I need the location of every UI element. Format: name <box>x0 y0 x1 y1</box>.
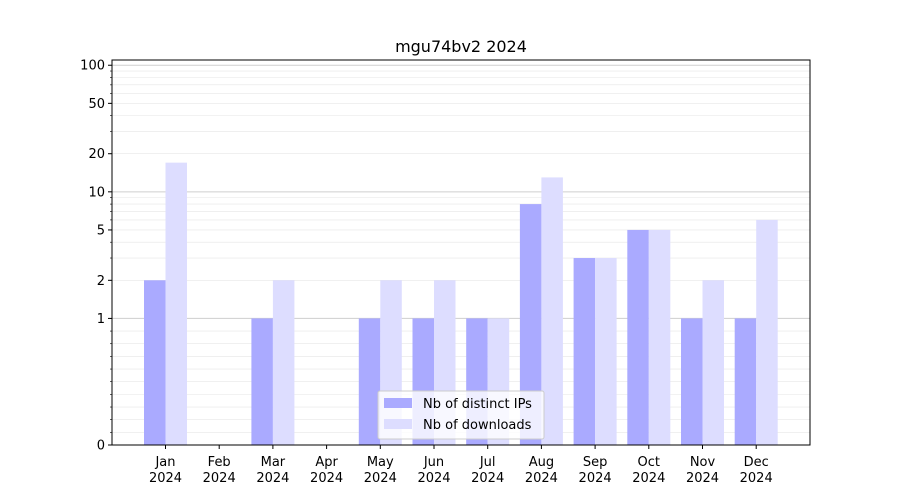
y-tick-label: 20 <box>88 147 105 162</box>
x-axis: Jan2024Feb2024Mar2024Apr2024May2024Jun20… <box>149 445 773 486</box>
bar-distinct-ips <box>251 318 273 445</box>
x-tick-label-month: Apr <box>315 455 338 470</box>
legend-label-ips: Nb of distinct IPs <box>423 397 532 412</box>
x-tick-label-month: Dec <box>744 455 769 470</box>
y-axis: 0 1 2 5 10 20 50 100 <box>80 59 112 454</box>
x-tick-label-year: 2024 <box>149 471 182 486</box>
plot-frame <box>111 59 811 446</box>
bar-distinct-ips <box>681 318 703 445</box>
y-tick-label: 10 <box>88 185 105 200</box>
x-tick-label-month: Aug <box>529 455 554 470</box>
bar-downloads <box>595 258 617 445</box>
x-tick-label-month: Jul <box>479 455 496 470</box>
x-tick-label-year: 2024 <box>364 471 397 486</box>
bar-downloads <box>541 177 563 446</box>
y-tick-label: 2 <box>97 274 105 289</box>
legend-label-downloads: Nb of downloads <box>423 418 532 433</box>
bar-downloads <box>702 280 724 445</box>
legend: Nb of distinct IPs Nb of downloads <box>377 390 545 440</box>
bar-distinct-ips <box>573 258 596 445</box>
legend-swatch-ips <box>384 398 412 408</box>
x-tick-label-year: 2024 <box>632 471 665 486</box>
bar-downloads <box>272 280 295 445</box>
x-tick-label-year: 2024 <box>203 471 236 486</box>
x-tick-label-year: 2024 <box>740 471 773 486</box>
x-tick-label-month: Mar <box>261 455 286 470</box>
bar-distinct-ips <box>734 318 757 445</box>
legend-box <box>377 390 545 440</box>
bar-downloads <box>756 219 778 445</box>
x-tick-label-year: 2024 <box>417 471 450 486</box>
bar-distinct-ips <box>144 280 166 445</box>
x-tick-label-month: Sep <box>583 455 608 470</box>
x-tick-label-month: Jan <box>154 455 175 470</box>
legend-swatch-downloads <box>384 419 412 429</box>
x-tick-label-month: Oct <box>638 455 660 470</box>
bar-distinct-ips <box>519 204 542 445</box>
y-tick-label: 50 <box>88 97 105 112</box>
x-tick-label-year: 2024 <box>310 471 343 486</box>
x-tick-label-year: 2024 <box>579 471 612 486</box>
y-tick-label: 1 <box>97 312 105 327</box>
grid-lines <box>112 64 810 433</box>
bar-downloads <box>648 229 671 445</box>
x-tick-label-month: Jun <box>423 455 444 470</box>
x-tick-label-month: Feb <box>208 455 231 470</box>
y-tick-label: 100 <box>80 59 105 74</box>
x-tick-label-year: 2024 <box>686 471 719 486</box>
x-tick-label-month: May <box>367 455 394 470</box>
bar-distinct-ips <box>627 229 649 445</box>
x-tick-label-year: 2024 <box>471 471 504 486</box>
y-tick-label: 0 <box>97 439 105 454</box>
bar-downloads <box>165 162 187 445</box>
chart-title: mgu74bv2 2024 <box>395 37 527 56</box>
bar-distinct-ips <box>358 318 381 445</box>
x-tick-label-year: 2024 <box>525 471 558 486</box>
x-tick-label-year: 2024 <box>256 471 289 486</box>
y-tick-label: 5 <box>97 223 105 238</box>
x-tick-label-month: Nov <box>690 455 716 470</box>
